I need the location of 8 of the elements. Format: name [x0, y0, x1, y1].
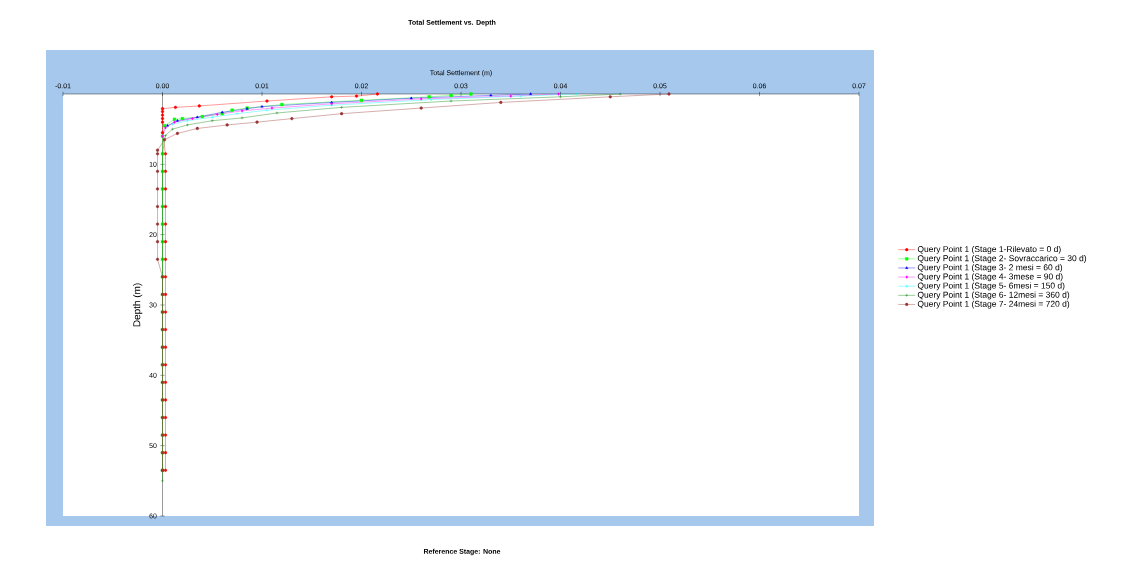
legend-label: Query Point 1 (Stage 7- 24mesi = 720 d)	[917, 300, 1070, 309]
legend-label: Query Point 1 (Stage 5- 6mesi = 150 d)	[917, 282, 1065, 291]
legend-label: Query Point 1 (Stage 4- 3mese = 90 d)	[917, 273, 1063, 282]
legend-label: Query Point 1 (Stage 2- Sovraccarico = 30 d)	[917, 255, 1087, 263]
legend-label: Query Point 1 (Stage 3- 2 mesi = 60 d)	[917, 264, 1063, 273]
legend-label: Query Point 1 (Stage 6- 12mesi = 360 d)	[917, 291, 1070, 300]
y-axis-title: Depth (m)	[132, 283, 143, 327]
legend-label: Query Point 1 (Stage 1-Rilevato = 0 d)	[917, 245, 1061, 254]
